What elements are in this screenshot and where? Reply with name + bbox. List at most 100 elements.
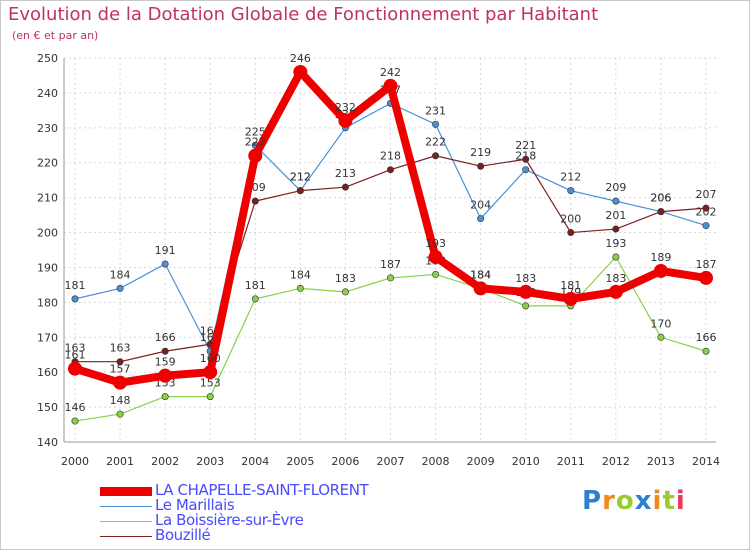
data-label-bouzille: 166 [155,331,176,344]
y-tick-label: 250 [37,52,58,65]
data-point-bouzille [386,166,394,174]
data-label-la-chapelle-saint-florent: 183 [605,272,626,285]
data-point-la-chapelle-saint-florent [203,365,218,380]
legend-label-le-marillais: Le Marillais [155,496,235,514]
data-label-le-marillais: 184 [110,268,131,281]
y-tick-label: 190 [37,261,58,274]
data-label-le-marillais: 204 [470,199,491,212]
y-tick-label: 150 [37,401,58,414]
data-point-bouzille [522,155,530,163]
data-point-la-chapelle-saint-florent [338,113,353,128]
x-tick-label: 2003 [196,455,224,468]
x-tick-label: 2005 [286,455,314,468]
data-point-bouzille [477,162,485,170]
data-point-la-chapelle-saint-florent [428,249,443,264]
data-point-bouzille [612,225,620,233]
data-point-la-chapelle-saint-florent [248,148,263,163]
data-label-le-marillais: 225 [245,125,266,138]
data-label-la-boissiere-sur-evre: 153 [200,377,221,390]
data-label-la-boissiere-sur-evre: 170 [650,317,671,330]
x-tick-label: 2006 [331,455,359,468]
data-label-la-chapelle-saint-florent: 222 [245,136,266,149]
data-point-la-boissiere-sur-evre [161,393,169,401]
data-label-la-chapelle-saint-florent: 159 [155,356,176,369]
data-point-le-marillais [567,187,575,195]
data-label-la-boissiere-sur-evre: 193 [605,237,626,250]
data-label-bouzille: 201 [605,209,626,222]
data-point-la-boissiere-sur-evre [71,417,79,425]
data-point-la-boissiere-sur-evre [206,393,214,401]
data-point-la-chapelle-saint-florent [563,291,578,306]
data-point-le-marillais [702,222,710,230]
x-tick-label: 2012 [602,455,630,468]
x-tick-label: 2000 [61,455,89,468]
data-point-le-marillais [477,215,485,223]
data-label-le-marillais: 206 [650,192,671,205]
data-label-la-boissiere-sur-evre: 187 [380,258,401,271]
data-point-la-boissiere-sur-evre [522,302,530,310]
data-label-bouzille: 221 [515,139,536,152]
data-point-le-marillais [432,120,440,128]
legend-swatch-bouzille [100,536,152,537]
data-label-bouzille: 219 [470,146,491,159]
x-tick-label: 2011 [557,455,585,468]
data-point-le-marillais [161,260,169,268]
data-label-la-boissiere-sur-evre: 183 [335,272,356,285]
y-tick-label: 220 [37,157,58,170]
data-label-bouzille: 213 [335,167,356,180]
data-label-la-chapelle-saint-florent: 242 [380,66,401,79]
legend-label-la-boissiere-sur-evre: La Boissière-sur-Èvre [155,511,304,529]
data-point-la-chapelle-saint-florent [699,270,713,285]
data-label-le-marillais: 231 [425,104,446,117]
data-point-la-chapelle-saint-florent [608,284,623,299]
data-point-la-chapelle-saint-florent [68,361,82,376]
data-label-la-boissiere-sur-evre: 181 [245,279,266,292]
data-point-le-marillais [612,197,620,205]
x-tick-label: 2008 [422,455,450,468]
data-point-bouzille [161,347,169,355]
y-tick-label: 230 [37,122,58,135]
legend-label-la-chapelle-saint-florent: LA CHAPELLE-SAINT-FLORENT [155,481,369,499]
data-point-la-boissiere-sur-evre [296,284,304,292]
data-point-la-boissiere-sur-evre [341,288,349,296]
y-tick-label: 240 [37,87,58,100]
data-label-la-boissiere-sur-evre: 146 [65,401,86,414]
data-label-le-marillais: 181 [65,279,86,292]
data-point-la-boissiere-sur-evre [386,274,394,282]
data-label-le-marillais: 209 [605,181,626,194]
legend-swatch-la-boissiere-sur-evre [100,521,152,522]
data-label-le-marillais: 212 [290,171,311,184]
data-label-la-chapelle-saint-florent: 187 [696,258,717,271]
x-tick-label: 2014 [692,455,720,468]
chart-title: Evolution de la Dotation Globale de Fonc… [8,4,599,25]
data-point-la-boissiere-sur-evre [116,410,124,418]
data-point-le-marillais [71,295,79,303]
data-point-la-chapelle-saint-florent [158,368,173,383]
y-tick-label: 180 [37,296,58,309]
legend-swatch-le-marillais [100,506,152,507]
data-label-la-boissiere-sur-evre: 184 [470,268,491,281]
data-point-la-chapelle-saint-florent [113,375,128,390]
data-point-la-chapelle-saint-florent [518,284,533,299]
x-tick-label: 2013 [647,455,675,468]
data-label-bouzille: 163 [110,342,131,355]
x-tick-label: 2009 [467,455,495,468]
data-label-la-chapelle-saint-florent: 184 [470,268,491,281]
y-tick-label: 210 [37,192,58,205]
data-point-la-boissiere-sur-evre [612,253,620,261]
x-tick-label: 2004 [241,455,269,468]
data-label-la-boissiere-sur-evre: 166 [696,331,717,344]
x-tick-label: 2002 [151,455,179,468]
data-point-la-chapelle-saint-florent [473,281,488,296]
data-label-la-chapelle-saint-florent: 232 [335,101,356,114]
data-point-la-boissiere-sur-evre [432,270,440,278]
data-label-la-boissiere-sur-evre: 184 [290,268,311,281]
data-point-bouzille [567,229,575,237]
data-point-la-chapelle-saint-florent [293,64,308,79]
data-label-bouzille: 163 [65,342,86,355]
data-label-la-chapelle-saint-florent: 161 [65,349,86,362]
data-point-la-chapelle-saint-florent [383,78,398,93]
data-point-bouzille [702,204,710,212]
data-label-la-chapelle-saint-florent: 160 [200,352,221,365]
